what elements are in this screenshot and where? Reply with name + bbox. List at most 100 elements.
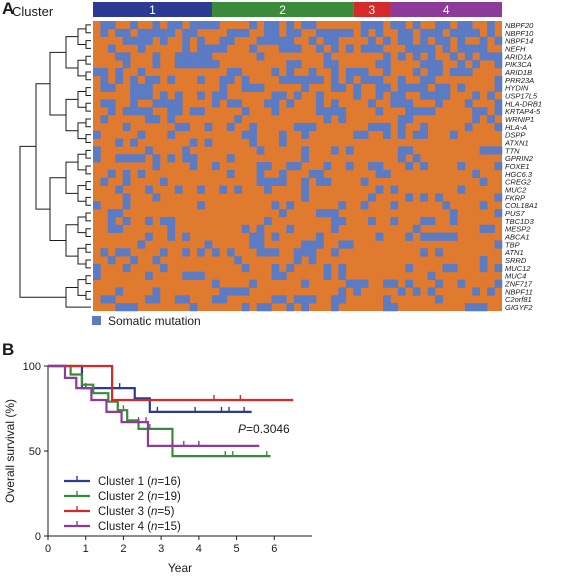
mutation-cell: [100, 115, 109, 124]
mutation-cell: [420, 44, 428, 53]
mutation-cell: [449, 216, 458, 226]
mutation-cell: [174, 91, 183, 100]
gene-label: ARID1B: [504, 68, 532, 77]
mutation-cell: [397, 115, 406, 124]
mutation-cell: [427, 216, 436, 226]
mutation-cell: [241, 75, 250, 85]
gene-label: MUC4: [505, 272, 526, 281]
mutation-cell: [338, 240, 347, 249]
mutation-cell: [323, 60, 332, 69]
mutation-cell: [360, 75, 369, 85]
mutation-cell: [435, 60, 443, 69]
mutation-cell: [494, 99, 503, 108]
mutation-cell: [435, 99, 443, 108]
mutation-cell: [301, 75, 309, 85]
mutation-cell: [100, 99, 109, 108]
mutation-cell: [107, 169, 116, 179]
mutation-cell: [345, 28, 354, 37]
mutation-cell: [167, 21, 176, 30]
mutation-cell: [457, 28, 466, 37]
mutation-cell: [145, 271, 153, 280]
mutation-cell: [308, 36, 317, 45]
mutation-cell: [293, 75, 302, 85]
cluster-bar-1: [93, 2, 212, 17]
mutation-cell: [286, 60, 295, 69]
mutation-cell: [368, 75, 376, 85]
mutation-cell: [122, 154, 131, 163]
mutation-cell: [383, 169, 391, 179]
mutation-cell: [368, 193, 376, 202]
mutation-cell: [494, 52, 503, 61]
mutation-cell: [93, 130, 101, 139]
mutation-cell: [494, 122, 503, 132]
mutation-cell: [360, 130, 369, 139]
mutation-cell: [464, 122, 473, 132]
mutation-cell: [256, 224, 265, 233]
mutation-cell: [405, 146, 414, 155]
dendrogram-link: [77, 153, 86, 171]
mutation-cell: [130, 83, 138, 92]
mutation-cell: [234, 185, 243, 194]
mutation-cell: [487, 115, 495, 124]
mutation-cell: [323, 162, 332, 171]
mutation-cell: [301, 83, 309, 92]
mutation-cell: [375, 107, 384, 116]
mutation-cell: [197, 52, 205, 61]
mutation-cell: [159, 177, 168, 186]
mutation-cell: [479, 107, 488, 116]
mutation-cell: [457, 279, 466, 288]
survival-line-cluster-1: [48, 364, 252, 413]
mutation-cell: [338, 295, 347, 304]
mutation-cell: [145, 185, 153, 194]
mutation-cell: [345, 68, 354, 77]
mutation-cell: [435, 36, 443, 45]
mutation-cell: [397, 28, 406, 37]
mutation-cell: [301, 122, 309, 132]
mutation-cell: [383, 83, 391, 92]
mutation-cell: [301, 248, 309, 257]
mutation-cell: [211, 295, 220, 304]
mutation-cell: [286, 201, 295, 210]
mutation-cell: [479, 52, 488, 61]
mutation-cell: [293, 60, 302, 69]
dendrogram-link: [85, 259, 91, 269]
mutation-cell: [368, 21, 376, 30]
mutation-cell: [353, 68, 362, 77]
mutation-cell: [256, 162, 265, 171]
mutation-cell: [338, 107, 347, 116]
gene-label: SRRD: [505, 256, 527, 265]
mutation-cell: [368, 99, 376, 108]
mutation-cell: [197, 44, 205, 53]
mutation-cell: [264, 162, 272, 171]
mutation-cell: [338, 271, 347, 280]
mutation-cell: [375, 185, 384, 194]
mutation-cell: [241, 224, 250, 233]
mutation-cell: [353, 279, 362, 288]
mutation-cell: [412, 83, 421, 92]
mutation-cell: [494, 240, 503, 249]
mutation-cell: [159, 91, 168, 100]
mutation-cell: [301, 303, 309, 312]
mutation-cell: [412, 154, 421, 163]
mutation-cell: [479, 256, 488, 265]
survival-axes: [44, 365, 312, 540]
mutation-cell: [115, 185, 124, 194]
mutation-cell: [271, 107, 280, 116]
mutation-cell: [182, 146, 190, 155]
mutation-cell: [330, 295, 339, 304]
mutation-cell: [145, 107, 153, 116]
mutation-cell: [249, 130, 257, 139]
gene-label: ATN1: [504, 248, 524, 257]
mutation-cell: [182, 28, 190, 37]
mutation-cell: [472, 107, 480, 116]
mutation-cell: [323, 177, 332, 186]
mutation-cell: [479, 177, 488, 186]
mutation-cell: [100, 248, 109, 257]
dendrogram-link: [65, 161, 78, 194]
mutation-cell: [397, 99, 406, 108]
mutation-cell: [115, 138, 124, 147]
mutation-cell: [152, 295, 161, 304]
y-tick-label: 50: [29, 446, 41, 458]
mutation-cell: [107, 83, 116, 92]
legend-label-cluster-4: Cluster 4 (n=15): [98, 521, 181, 533]
